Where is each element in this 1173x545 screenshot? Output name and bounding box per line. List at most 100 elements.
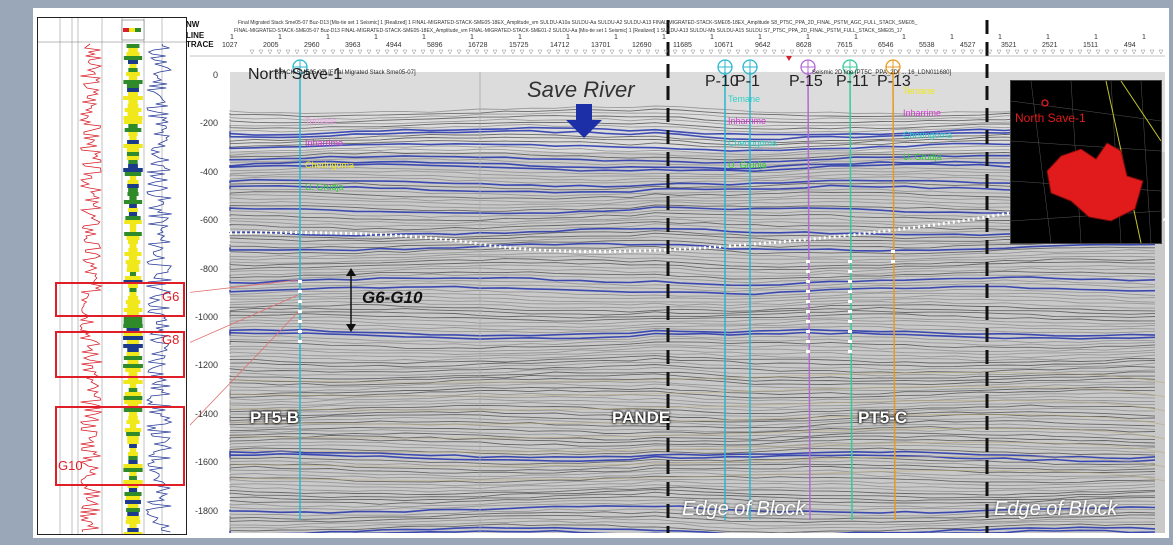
formation-top-marker bbox=[806, 310, 810, 313]
seismic-reflector bbox=[229, 118, 1156, 127]
log-zone-box bbox=[55, 406, 185, 486]
lithology-band bbox=[126, 420, 140, 424]
formation-top-marker bbox=[848, 320, 852, 323]
log-header-swatch bbox=[123, 28, 129, 32]
header-trace-marker bbox=[267, 49, 273, 55]
well-label-p10: P-10 bbox=[705, 73, 739, 90]
header-trace-marker bbox=[555, 49, 561, 55]
seismic-reflector bbox=[229, 364, 1156, 374]
base-tertiary-horizon bbox=[229, 202, 1165, 254]
lithology-band bbox=[126, 44, 140, 48]
header-trace-values: 1027 2005 2960 3963 4944 5896 16728 15725 14712 1… bbox=[190, 42, 1165, 50]
correlation-line-g10 bbox=[190, 311, 299, 426]
seismic-reflector bbox=[229, 163, 1156, 173]
lithology-band bbox=[128, 68, 138, 72]
lithology-band bbox=[128, 388, 138, 392]
seismic-reflector bbox=[229, 267, 1156, 277]
lithology-band bbox=[129, 472, 137, 476]
header-trace-marker bbox=[618, 49, 624, 55]
lithology-band bbox=[125, 260, 141, 264]
header-trace-marker bbox=[915, 49, 921, 55]
header-trace-marker bbox=[465, 49, 471, 55]
header-trace-marker bbox=[762, 49, 768, 55]
lithology-band bbox=[126, 148, 140, 152]
line-value: 1 bbox=[710, 34, 714, 41]
lithology-band bbox=[123, 80, 143, 84]
header-trace-marker bbox=[717, 49, 723, 55]
seismic-reflector bbox=[229, 123, 1156, 134]
line-value: 1 bbox=[614, 34, 618, 41]
formation-top-marker bbox=[891, 260, 895, 263]
depth-tick-label: -1800 bbox=[194, 505, 218, 516]
depth-tick-label: -1200 bbox=[194, 360, 218, 371]
line-caption-left: STACK-SME05-07] [Final Migrated Stack Sm… bbox=[275, 70, 416, 76]
header-trace-marker bbox=[348, 49, 354, 55]
trace-value: 9642 bbox=[755, 42, 771, 49]
seismic-reflector bbox=[229, 178, 1156, 188]
horizon-label: Temane bbox=[903, 86, 936, 96]
lithology-band bbox=[128, 452, 138, 456]
header-trace-marker bbox=[312, 49, 318, 55]
header-trace-marker bbox=[789, 49, 795, 55]
lithology-band bbox=[124, 428, 142, 432]
horizon-label: Temane bbox=[305, 116, 338, 126]
seismic-reflector bbox=[229, 489, 1156, 499]
header-trace-marker bbox=[501, 49, 507, 55]
seismic-reflector bbox=[229, 182, 1156, 191]
log-zone-g6-label: G6 bbox=[162, 289, 180, 304]
depth-tick-label: -600 bbox=[199, 215, 218, 226]
seismic-reflector bbox=[229, 167, 1156, 175]
save-river-label: Save River bbox=[527, 77, 635, 102]
horizon-label: U. Grudja bbox=[305, 182, 344, 192]
trace-value: 13701 bbox=[591, 42, 611, 49]
lithology-band bbox=[124, 128, 142, 132]
seismic-reflector bbox=[229, 151, 1156, 161]
depth-tick-label: -800 bbox=[199, 263, 218, 274]
well-log-panel bbox=[37, 17, 187, 535]
depth-tick-label: -1000 bbox=[194, 312, 218, 322]
header-trace-marker bbox=[798, 49, 804, 55]
formation-top-marker bbox=[806, 320, 810, 323]
formation-top-marker bbox=[806, 330, 810, 333]
lithology-band bbox=[129, 64, 137, 68]
well-trajectory bbox=[807, 71, 811, 521]
header-trace-marker bbox=[735, 49, 741, 55]
formation-top-marker bbox=[848, 330, 852, 333]
lithology-band bbox=[129, 476, 137, 480]
seismic-reflector bbox=[229, 148, 1156, 158]
lithology-band bbox=[124, 492, 142, 496]
trace-value: 494 bbox=[1124, 42, 1136, 49]
header-trace-marker bbox=[249, 49, 255, 55]
seismic-reflector bbox=[229, 511, 1156, 520]
seismic-reflector bbox=[229, 432, 1156, 441]
lithology-band bbox=[126, 516, 140, 520]
seismic-reflector bbox=[229, 401, 1156, 412]
header-trace-marker bbox=[699, 49, 705, 55]
trace-value: 2005 bbox=[263, 42, 279, 49]
lithology-band bbox=[123, 308, 143, 312]
horizon-label: Cheringoma bbox=[903, 130, 953, 140]
lithology-band bbox=[129, 288, 137, 292]
line-value: 1 bbox=[566, 34, 570, 41]
seismic-reflector bbox=[229, 514, 1156, 523]
line-value: 1 bbox=[902, 34, 906, 41]
header-trace-marker bbox=[384, 49, 390, 55]
lithology-band bbox=[127, 104, 139, 108]
lithology-band bbox=[128, 92, 138, 96]
seismic-reflector bbox=[229, 292, 1156, 300]
lithology-band bbox=[127, 504, 139, 508]
header-trace-marker bbox=[438, 49, 444, 55]
seismic-reflector bbox=[229, 239, 1156, 249]
lithology-band bbox=[126, 52, 140, 56]
seismic-reflector bbox=[229, 450, 1156, 460]
lithology-band bbox=[129, 444, 137, 448]
seismic-reflector bbox=[229, 232, 1156, 243]
seismic-reflector bbox=[229, 338, 1156, 347]
lithology-band bbox=[124, 220, 142, 224]
seismic-reflector bbox=[229, 111, 1156, 121]
depth-tick-label: -400 bbox=[199, 166, 218, 177]
seismic-reflector bbox=[229, 328, 1156, 337]
formation-top-marker bbox=[298, 290, 302, 293]
seismic-reflector bbox=[229, 105, 1156, 115]
lithology-band bbox=[123, 364, 143, 368]
